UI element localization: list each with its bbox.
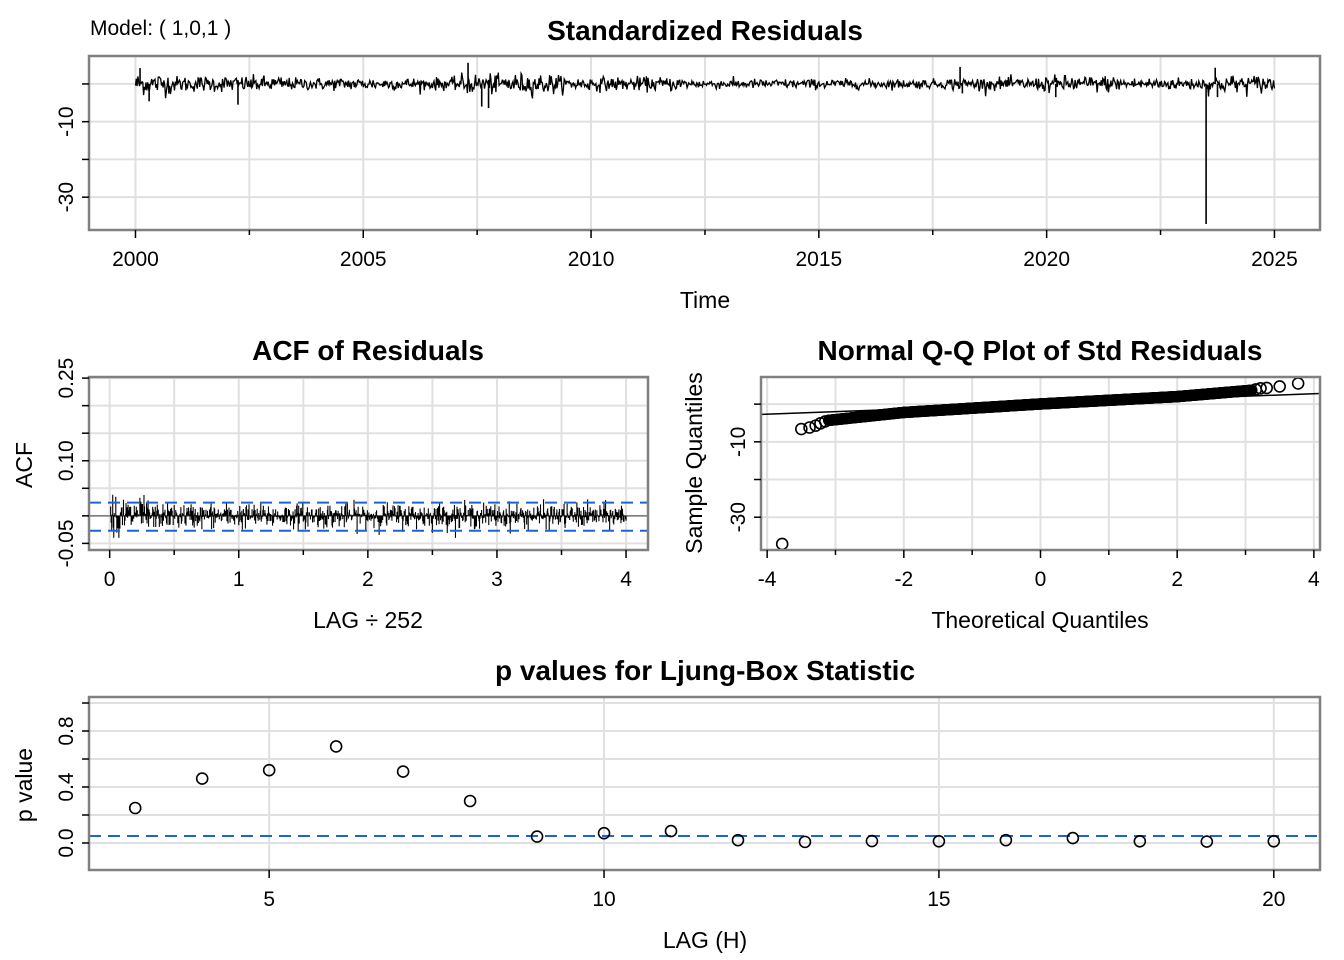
x-tick-label: 5 [263, 888, 275, 911]
y-tick-label: -0.05 [55, 519, 78, 567]
p-value-point [1267, 835, 1281, 848]
qq-tail-point [795, 422, 808, 436]
chart-title: Normal Q-Q Plot of Std Residuals [818, 335, 1263, 366]
p-value-point [530, 830, 544, 843]
qq-body-points [822, 384, 1258, 427]
panel-qq-plot: -4 -2 0 2 4 -10 -30 Normal Q-Q Plot of Std Res… [681, 335, 1322, 633]
x-axis-label: LAG (H) [663, 927, 747, 953]
p-value-point [932, 835, 946, 848]
x-tick-label: 2 [362, 568, 374, 591]
qq-reference-line [760, 392, 1321, 416]
y-tick-label: 0.4 [55, 772, 78, 802]
x-tick-label: 1 [233, 568, 245, 591]
y-tick-label: -10 [55, 106, 78, 136]
chart-title: p values for Ljung-Box Statistic [495, 655, 915, 686]
marks [134, 62, 1276, 224]
p-value-point [1066, 831, 1080, 845]
y-tick-label: 0.25 [55, 358, 78, 399]
p-value-point [262, 763, 276, 777]
axes: 5 10 15 20 0.0 0.4 0.8 [55, 702, 1285, 911]
y-axis-label: Sample Quantiles [681, 372, 707, 554]
grid [89, 697, 1320, 870]
y-tick-label: 0.8 [55, 716, 78, 745]
x-tick-label: -2 [894, 568, 913, 591]
x-tick-label: 10 [592, 888, 615, 911]
p-value-point [396, 765, 410, 778]
p-value-point [1133, 835, 1147, 848]
x-tick-label: 20 [1262, 888, 1285, 911]
axes: 2000 2005 2010 2015 2020 2025 -10 -30 [55, 83, 1298, 271]
y-axis-label: p value [11, 748, 37, 822]
x-tick-label: 4 [620, 568, 632, 591]
x-tick-label: 4 [1308, 568, 1320, 591]
x-tick-label: -4 [758, 568, 777, 591]
y-tick-label: -30 [727, 502, 750, 532]
x-tick-label: 2 [1171, 568, 1183, 591]
p-value-point [597, 826, 611, 840]
qq-tail-point [1254, 382, 1267, 395]
x-tick-label: 2015 [795, 248, 842, 271]
panel-acf-residuals: 0 1 2 3 4 -0.05 0.10 0.25 ACF of Residuals LAG … [11, 335, 650, 633]
y-tick-label: -10 [727, 427, 750, 457]
x-tick-label: 3 [491, 568, 503, 591]
p-value-point [999, 833, 1013, 847]
x-tick-label: 2000 [112, 248, 159, 271]
x-axis-label: Theoretical Quantiles [931, 607, 1148, 633]
qq-tail-point [803, 421, 816, 434]
x-axis-label: LAG ÷ 252 [313, 607, 423, 633]
p-value-point [195, 772, 209, 785]
marks [760, 377, 1321, 551]
y-tick-label: 0.0 [55, 828, 78, 857]
panel-standardized-residuals: 2000 2005 2010 2015 2020 2025 -10 -30 Standardi… [55, 15, 1322, 313]
axes: 0 1 2 3 4 -0.05 0.10 0.25 [55, 358, 632, 591]
x-tick-label: 15 [927, 888, 950, 911]
qq-tail-point [1273, 380, 1286, 393]
marks [89, 740, 1320, 849]
x-tick-label: 0 [104, 568, 116, 591]
marks [89, 494, 648, 538]
qq-tail-point [818, 415, 832, 428]
x-tick-label: 2020 [1023, 248, 1070, 271]
x-tick-label: 2025 [1251, 248, 1298, 271]
acf-bars [110, 494, 627, 538]
chart-title: ACF of Residuals [252, 335, 484, 366]
p-value-point [865, 834, 879, 848]
residual-series-line [134, 70, 1276, 99]
p-value-point [731, 833, 745, 847]
y-tick-label: -30 [55, 182, 78, 212]
x-tick-label: 2005 [340, 248, 387, 271]
axes: -4 -2 0 2 4 -10 -30 [727, 403, 1320, 591]
chart-title: Standardized Residuals [547, 15, 863, 46]
y-axis-label: ACF [11, 442, 37, 488]
p-value-point [463, 794, 477, 808]
p-value-point [798, 835, 812, 849]
x-tick-label: 0 [1035, 568, 1047, 591]
p-value-point [128, 801, 142, 815]
plot-frame [87, 695, 1322, 872]
model-label: Model: ( 1,0,1 ) [90, 17, 231, 40]
qq-tail-point [1260, 381, 1273, 395]
panel-ljung-box: 5 10 15 20 0.0 0.4 0.8 p values for Ljung-Box … [11, 655, 1322, 953]
p-value-point [664, 824, 678, 838]
y-tick-label: 0.10 [55, 440, 78, 481]
grid [761, 377, 1320, 550]
x-axis-label: Time [680, 287, 730, 313]
p-value-point [1200, 835, 1214, 848]
p-value-point [329, 740, 343, 753]
x-tick-label: 2010 [568, 248, 615, 271]
